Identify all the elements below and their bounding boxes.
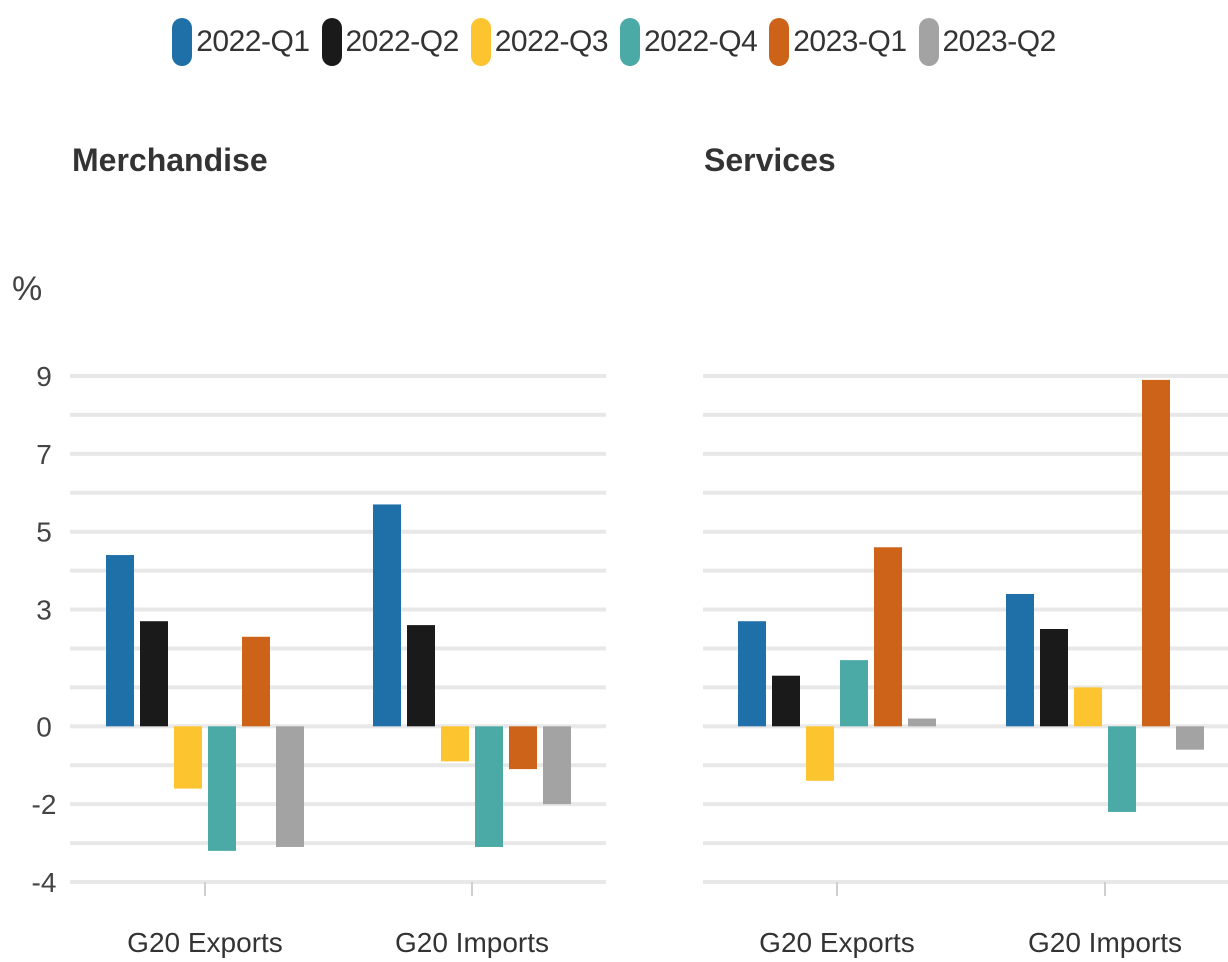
x-category-label: G20 Exports xyxy=(127,927,283,958)
legend-label: 2023-Q2 xyxy=(942,25,1057,58)
y-tick-label: -4 xyxy=(32,867,57,898)
bar-merchandise-g20-imports-2022-q4 xyxy=(475,726,503,847)
bar-services-g20-exports-2022-q3 xyxy=(806,726,834,781)
legend-item-2022-q4: 2022-Q4 xyxy=(620,18,758,66)
legend-swatch xyxy=(769,18,790,66)
legend-item-2022-q1: 2022-Q1 xyxy=(172,18,310,66)
legend: 2022-Q1 2022-Q2 2022-Q3 2022-Q4 2023-Q1 2023-… xyxy=(0,18,1228,66)
bar-services-g20-exports-2022-q4 xyxy=(840,660,868,727)
y-unit-label: % xyxy=(12,270,43,308)
bar-merchandise-g20-exports-2023-q1 xyxy=(242,636,270,727)
legend-swatch xyxy=(321,18,342,66)
legend-label: 2022-Q2 xyxy=(345,25,460,58)
legend-label: 2022-Q4 xyxy=(644,25,758,58)
legend-item-2023-q1: 2023-Q1 xyxy=(769,18,907,66)
bar-merchandise-g20-imports-2022-q2 xyxy=(407,625,435,727)
x-category-label: G20 Imports xyxy=(1028,927,1182,958)
legend-swatch xyxy=(918,18,939,66)
y-tick-label: 0 xyxy=(36,711,52,742)
x-category-label: G20 Imports xyxy=(395,927,549,958)
panel-title-merchandise: Merchandise xyxy=(72,142,268,178)
legend-swatch xyxy=(620,18,640,66)
bar-services-g20-exports-2022-q2 xyxy=(772,675,800,727)
bar-services-g20-imports-2022-q1 xyxy=(1006,593,1034,727)
legend-swatch xyxy=(172,18,193,66)
bar-merchandise-g20-exports-2022-q2 xyxy=(140,621,168,727)
y-tick-label: 9 xyxy=(36,361,52,392)
legend-item-2022-q3: 2022-Q3 xyxy=(470,18,609,66)
bar-services-g20-exports-2023-q2 xyxy=(908,718,936,727)
bar-merchandise-g20-exports-2022-q4 xyxy=(208,726,236,851)
bar-merchandise-g20-imports-2022-q1 xyxy=(373,504,401,727)
bar-services-g20-imports-2022-q4 xyxy=(1108,726,1136,812)
legend-label: 2022-Q3 xyxy=(494,25,609,58)
bar-services-g20-imports-2022-q2 xyxy=(1040,629,1068,727)
legend-item-2023-q2: 2023-Q2 xyxy=(918,18,1057,66)
bar-merchandise-g20-imports-2023-q2 xyxy=(543,726,571,805)
bar-merchandise-g20-imports-2023-q1 xyxy=(509,726,537,770)
legend-item-2022-q2: 2022-Q2 xyxy=(321,18,460,66)
y-tick-label: 3 xyxy=(36,595,52,626)
legend-label: 2022-Q1 xyxy=(196,25,310,58)
x-category-label: G20 Exports xyxy=(759,927,915,958)
y-tick-label: 7 xyxy=(36,439,52,470)
bar-services-g20-imports-2023-q1 xyxy=(1142,379,1170,727)
legend-label: 2023-Q1 xyxy=(793,25,907,58)
bar-merchandise-g20-exports-2023-q2 xyxy=(276,726,304,847)
bar-merchandise-g20-exports-2022-q1 xyxy=(106,555,134,727)
y-tick-label: -2 xyxy=(32,789,57,820)
bar-merchandise-g20-exports-2022-q3 xyxy=(174,726,202,789)
bar-services-g20-imports-2023-q2 xyxy=(1176,726,1204,750)
bar-services-g20-exports-2023-q1 xyxy=(874,547,902,727)
panel-title-services: Services xyxy=(704,142,836,178)
legend-swatch xyxy=(470,18,491,66)
bar-services-g20-exports-2022-q1 xyxy=(738,621,766,727)
bar-services-g20-imports-2022-q3 xyxy=(1074,687,1102,727)
bar-merchandise-g20-imports-2022-q3 xyxy=(441,726,469,762)
y-tick-label: 5 xyxy=(36,517,52,548)
